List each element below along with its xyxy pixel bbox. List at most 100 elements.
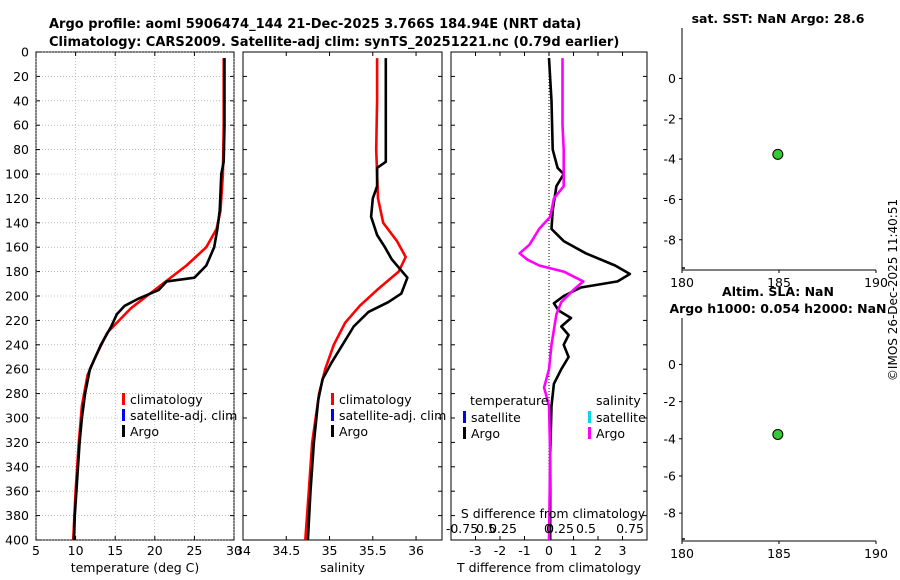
series-argo-line	[306, 58, 409, 541]
x-tick-label: 30	[226, 543, 242, 558]
y-tick-label: 140	[5, 215, 29, 230]
legend-label: climatology	[130, 392, 203, 407]
x-tick-label: 180	[670, 275, 694, 290]
x-tick-label: 3	[619, 543, 627, 558]
y-tick-label: -6	[664, 468, 677, 483]
legend-label: satellite-adj. clim	[339, 408, 446, 423]
series-temperature-argo-line	[547, 58, 632, 540]
y-tick-label: -4	[664, 431, 677, 446]
x-tick-label: 185	[767, 546, 791, 561]
legend-label: Argo	[339, 424, 368, 439]
x-tick-label: 20	[147, 543, 163, 558]
y-tick-label: 120	[5, 191, 29, 206]
x-tick-label: 0	[545, 543, 553, 558]
salinity-tick-label: 0.25	[489, 521, 517, 536]
y-tick-label: -8	[664, 232, 677, 247]
y-tick-label: 60	[13, 118, 29, 133]
x-tick-label: -2	[494, 543, 506, 558]
legend-label: Argo	[130, 424, 159, 439]
salinity-tick-label: 0.25	[546, 521, 574, 536]
argo-position-marker	[772, 148, 784, 160]
y-tick-label: 240	[5, 337, 29, 352]
legend-swatch	[331, 425, 334, 437]
y-tick-label: 280	[5, 386, 29, 401]
map-subtitle: Argo h1000: 0.054 h2000: NaN	[669, 301, 886, 316]
x-tick-label: 15	[107, 543, 123, 558]
y-tick-label: -8	[664, 506, 677, 521]
series-salinity-argo-line	[518, 58, 585, 541]
salinity-tick-label: 0.5	[576, 521, 596, 536]
y-tick-label: 0	[668, 71, 676, 86]
timestamp-label: ©IMOS 26-Dec-2025 11:40:51	[886, 199, 900, 381]
salinity-tick-label: 0.5	[476, 521, 496, 536]
x-tick-label: 1	[570, 543, 578, 558]
legend-swatch	[588, 411, 591, 423]
x-tick-label: 185	[767, 275, 791, 290]
x-tick-label: 34.5	[272, 543, 300, 558]
salinity-panel: 34 34.5 35 35.5 36 salinity climatologysatelli…	[235, 51, 446, 575]
x-tick-label: 180	[670, 546, 694, 561]
x-axis-label: T difference from climatology	[456, 560, 642, 575]
x-tick-label: 25	[186, 543, 202, 558]
y-tick-label: 100	[5, 167, 29, 182]
x-tick-label: 34	[235, 543, 251, 558]
y-tick-label: -2	[664, 394, 676, 409]
salinity-axis-label: S difference from climatology	[461, 506, 646, 521]
salinity-tick-label: 0	[544, 521, 552, 536]
legend-swatch	[122, 425, 125, 437]
x-tick-label: 10	[68, 543, 84, 558]
y-tick-label: 300	[5, 411, 29, 426]
salinity-tick-label: -0.75	[446, 521, 478, 536]
legend-title-temperature: temperature	[470, 393, 549, 408]
y-tick-label: 80	[13, 142, 29, 157]
x-tick-label: 190	[864, 546, 888, 561]
y-tick-label: 180	[5, 264, 29, 279]
y-tick-label: -6	[664, 192, 677, 207]
y-tick-label: -2	[664, 111, 676, 126]
y-tick-label: 320	[5, 435, 29, 450]
x-tick-label: 190	[864, 275, 888, 290]
plot-frame	[242, 51, 443, 541]
difference-panel: -3 -2 -1 0 1 2 3 T difference from climatology t…	[446, 51, 648, 575]
figure-title-line2: Climatology: CARS2009. Satellite-adj cli…	[49, 35, 619, 50]
sst-map-panel: 180 185 190 0 -2 -4 -6 -8 sat. SST: NaN Argo: 28…	[664, 11, 888, 290]
legend-swatch	[463, 427, 466, 439]
x-tick-label: -3	[469, 543, 481, 558]
x-tick-label: -1	[518, 543, 530, 558]
x-axis-label: temperature (deg C)	[71, 560, 200, 575]
y-tick-label: 0	[21, 45, 29, 60]
series-argo-line	[72, 58, 226, 541]
y-tick-label: 200	[5, 289, 29, 304]
map-title: sat. SST: NaN Argo: 28.6	[692, 11, 865, 26]
y-tick-label: 220	[5, 313, 29, 328]
x-tick-label: 35.5	[359, 543, 387, 558]
x-tick-label: 36	[408, 543, 424, 558]
y-tick-label: -4	[664, 152, 677, 167]
legend-label: satellite-adj. clim	[130, 408, 237, 423]
y-tick-label: 160	[5, 240, 29, 255]
map-title: Altim. SLA: NaN	[722, 284, 834, 299]
legend-title-salinity: salinity	[596, 393, 641, 408]
sla-map-panel: 180 185 190 0 -2 -4 -6 -8 Altim. SLA: NaN Argo h1…	[664, 284, 888, 561]
salinity-tick-label: 0.75	[616, 521, 644, 536]
y-tick-label: 380	[5, 508, 29, 523]
x-tick-label: 2	[594, 543, 602, 558]
y-tick-label: 40	[13, 93, 29, 108]
y-tick-label: 260	[5, 362, 29, 377]
argo-position-marker	[772, 428, 784, 440]
legend-label: Argo	[471, 426, 500, 441]
y-tick-label: 0	[668, 357, 676, 372]
legend-swatch	[463, 411, 466, 423]
legend-label: satellite	[471, 410, 521, 425]
legend-swatch	[122, 393, 125, 405]
y-tick-label: 340	[5, 459, 29, 474]
x-tick-label: 5	[32, 543, 40, 558]
temperature-panel: 0 20 40 60 80 100 120 140 160 180 200 220 240 260 280 3…	[5, 45, 242, 576]
legend-swatch	[331, 409, 334, 421]
legend-label: Argo	[596, 426, 625, 441]
figure-title-line1: Argo profile: aoml 5906474_144 21-Dec-20…	[49, 17, 581, 32]
legend-swatch	[122, 409, 125, 421]
legend-label: satellite	[596, 410, 646, 425]
y-tick-label: 360	[5, 484, 29, 499]
